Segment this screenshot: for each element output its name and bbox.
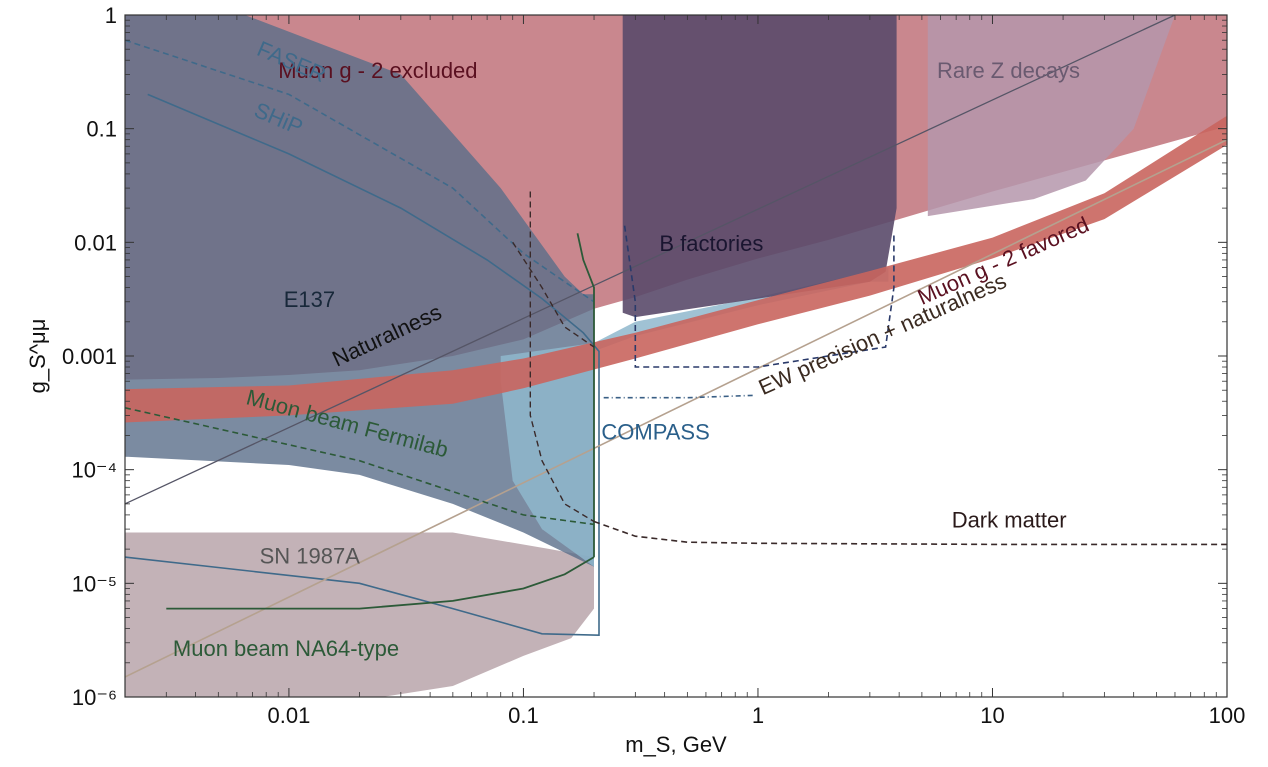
annotation-11: SN 1987A <box>260 543 361 568</box>
curve-dark-matter <box>593 520 1227 546</box>
annotation-3: E137 <box>284 287 335 312</box>
region-e137 <box>125 15 594 567</box>
curve-ew-precision <box>125 138 1227 678</box>
y-tick-label: 1 <box>105 3 117 28</box>
y-tick-label: 0.1 <box>86 117 117 142</box>
region-g2-favored <box>125 115 1227 423</box>
annotation-5: B factories <box>659 231 763 256</box>
curve-na64-left <box>166 556 595 610</box>
curve-dm-vert-1 <box>529 191 595 523</box>
y-tick-label: 10⁻⁵ <box>72 571 117 596</box>
x-tick-label: 0.1 <box>508 703 539 728</box>
curve-fermilab <box>125 407 595 526</box>
y-tick-label: 10⁻⁴ <box>71 458 117 483</box>
curve-ship <box>125 93 600 637</box>
x-tick-label: 0.01 <box>268 703 311 728</box>
annotation-0: Muon g - 2 excluded <box>278 58 477 83</box>
x-tick-label: 1 <box>752 703 764 728</box>
x-tick-label: 10 <box>980 703 1004 728</box>
region-b-factories <box>622 15 897 318</box>
region-compass-lower <box>500 343 594 567</box>
curve-b-fact-dashed <box>623 225 895 368</box>
y-axis-title: g_S^μμ <box>25 319 50 394</box>
exclusion-regions <box>125 15 1227 697</box>
x-tick-label: 100 <box>1209 703 1246 728</box>
region-rare-z <box>927 15 1175 217</box>
curve-na64-right <box>576 233 595 558</box>
sensitivity-curves <box>125 15 1227 678</box>
curve-faser <box>125 39 595 303</box>
annotation-13: Dark matter <box>952 508 1067 533</box>
annotation-12: Muon beam NA64-type <box>173 636 399 661</box>
region-sn1987a <box>125 532 594 697</box>
annotation-9: COMPASS <box>601 419 709 444</box>
y-tick-label: 10⁻⁶ <box>72 685 117 710</box>
y-tick-label: 0.01 <box>74 230 117 255</box>
curve-naturalness <box>125 15 1176 505</box>
annotation-6: Rare Z decays <box>937 58 1080 83</box>
curve-compass-dashdot <box>603 394 753 399</box>
axis-ticks: 0.01 0.1 1 10 100 10⁻⁶ 10⁻⁵ 10⁻⁴ 0.001 0.01 0.1 1 <box>62 3 1245 728</box>
x-axis-title: m_S, GeV <box>625 732 727 757</box>
y-tick-label: 0.001 <box>62 344 117 369</box>
